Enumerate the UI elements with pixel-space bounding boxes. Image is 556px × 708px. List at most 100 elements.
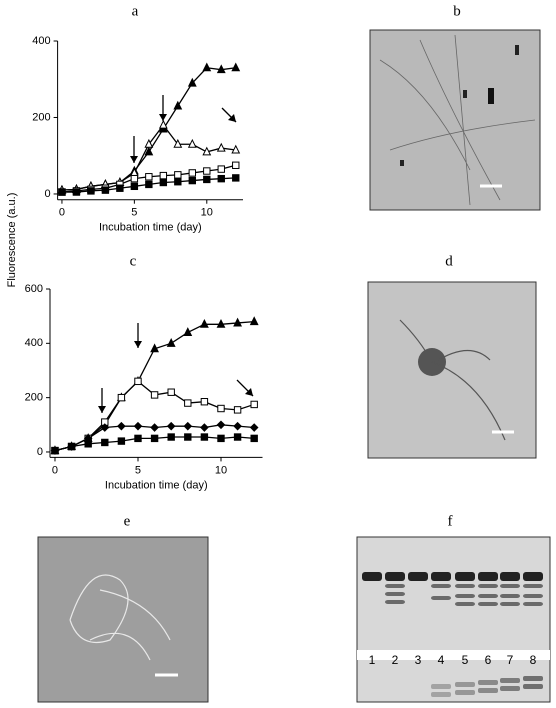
marker xyxy=(51,446,59,455)
gel-band xyxy=(523,584,543,588)
marker xyxy=(159,178,168,187)
marker xyxy=(199,318,209,328)
gel-band xyxy=(431,572,451,581)
marker xyxy=(159,171,168,180)
marker xyxy=(101,186,110,194)
marker xyxy=(167,388,175,396)
gel-band xyxy=(478,572,498,581)
marker xyxy=(134,377,142,386)
marker xyxy=(183,421,193,431)
marker xyxy=(187,138,197,148)
gel-band xyxy=(500,584,520,588)
marker xyxy=(173,100,183,110)
gel-band xyxy=(523,594,543,598)
arrow-head xyxy=(228,114,236,122)
marker xyxy=(184,399,192,407)
marker xyxy=(200,433,209,441)
marker xyxy=(250,434,258,443)
gel-band xyxy=(455,690,475,695)
marker xyxy=(72,188,81,196)
marker xyxy=(130,182,139,191)
gel-band xyxy=(523,572,543,581)
gel-band xyxy=(431,692,451,697)
marker xyxy=(233,433,242,441)
lane-label: 6 xyxy=(485,653,492,667)
lane-label: 3 xyxy=(415,653,422,667)
panel-label: d xyxy=(445,253,453,269)
marker xyxy=(144,146,154,156)
gel-band xyxy=(385,584,405,588)
marker xyxy=(144,138,154,148)
lane-label: 4 xyxy=(438,653,445,667)
arrow-head xyxy=(98,406,106,413)
y-axis-label: Fluorescence (a.u.) xyxy=(6,193,18,288)
marker xyxy=(166,421,176,431)
marker xyxy=(167,433,175,441)
marker xyxy=(217,174,225,183)
gel-band xyxy=(500,678,520,683)
marker xyxy=(217,404,225,413)
marker xyxy=(250,400,258,409)
y-tick-label: 200 xyxy=(25,392,43,404)
marker xyxy=(188,176,197,185)
gel-band xyxy=(455,584,475,588)
gel-band xyxy=(478,594,498,598)
marker xyxy=(183,327,193,336)
marker xyxy=(150,343,159,353)
marker xyxy=(130,174,139,183)
panel-label: a xyxy=(132,3,139,19)
micrograph-e xyxy=(37,536,209,703)
marker xyxy=(145,180,153,189)
gel-band xyxy=(455,572,475,581)
x-tick-label: 5 xyxy=(131,207,137,219)
marker xyxy=(150,434,159,443)
arrow-head xyxy=(159,114,167,121)
gel-band xyxy=(478,680,498,685)
marker xyxy=(203,175,211,184)
gel-band xyxy=(455,682,475,687)
gel-band xyxy=(385,600,405,604)
marker xyxy=(184,433,192,441)
panel-label: f xyxy=(448,513,453,529)
gel-band xyxy=(431,596,451,600)
marker xyxy=(134,434,142,443)
arrow-head xyxy=(245,388,253,396)
marker xyxy=(188,169,197,177)
y-tick-label: 0 xyxy=(44,188,50,200)
marker xyxy=(187,77,197,87)
x-axis-label: Incubation time (day) xyxy=(99,222,202,234)
marker xyxy=(217,434,225,443)
marker xyxy=(233,421,242,431)
lane-label: 8 xyxy=(530,653,537,667)
x-tick-label: 0 xyxy=(59,207,65,219)
marker xyxy=(216,142,226,152)
gel-band xyxy=(478,688,498,693)
marker xyxy=(166,338,176,347)
arrow-head xyxy=(134,341,142,348)
marker xyxy=(249,316,259,326)
gel-band xyxy=(431,584,451,588)
lane-label: 1 xyxy=(369,653,376,667)
x-tick-label: 10 xyxy=(215,464,227,476)
line-chart: 0 200 400 600 0 5 10 Incubation time (day) xyxy=(25,283,263,491)
marker xyxy=(158,119,168,129)
gel-image: 1 2 3 4 5 6 7 8 xyxy=(356,536,551,703)
gel-band xyxy=(500,602,520,606)
marker xyxy=(100,423,110,432)
gel-band xyxy=(478,584,498,588)
gel-band xyxy=(431,684,451,689)
gel-band xyxy=(385,572,405,581)
marker xyxy=(231,144,241,154)
marker xyxy=(202,62,212,72)
x-tick-label: 10 xyxy=(201,207,213,219)
panel-label: b xyxy=(453,3,461,19)
marker xyxy=(200,423,209,432)
marker xyxy=(216,64,226,74)
marker xyxy=(174,178,182,186)
marker xyxy=(116,184,124,192)
gel-band xyxy=(500,686,520,691)
gel-band xyxy=(362,572,382,581)
y-tick-label: 0 xyxy=(37,446,43,458)
lane-label: 7 xyxy=(507,653,514,667)
